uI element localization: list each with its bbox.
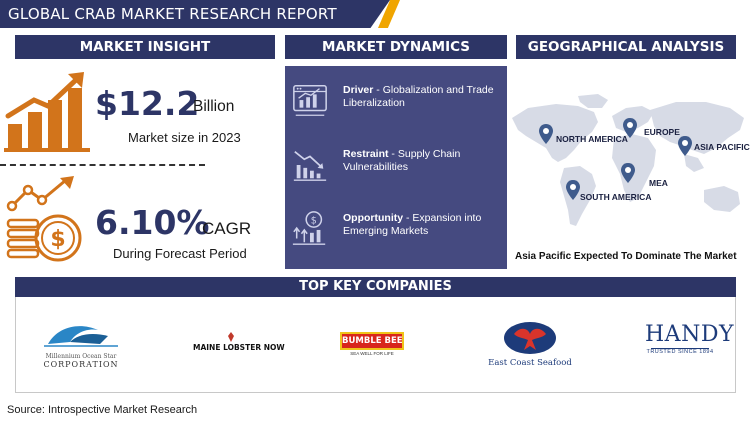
east-coast-text: East Coast Seafood: [488, 358, 572, 368]
svg-text:$: $: [311, 215, 317, 226]
cagr-value: 6.10%: [95, 203, 210, 242]
wave-logo-icon: [44, 326, 118, 347]
companies-box: [15, 297, 736, 393]
region-south-america: SOUTH AMERICA: [580, 192, 652, 202]
market-dynamics-header: MARKET DYNAMICS: [285, 35, 507, 59]
region-mea: MEA: [649, 178, 668, 188]
region-asia-pacific: ASIA PACIFIC: [694, 142, 750, 152]
page-title: GLOBAL CRAB MARKET RESEARCH REPORT: [8, 5, 337, 23]
geographical-analysis-header: GEOGRAPHICAL ANALYSIS: [516, 35, 736, 59]
market-size-unit: Billion: [193, 98, 235, 115]
down-trend-chart-icon: [293, 151, 327, 181]
europe-pin-icon: [623, 118, 637, 138]
cagr-caption: During Forecast Period: [113, 246, 247, 261]
driver-label: Driver: [343, 84, 374, 96]
maine-lobster-text: MAINE LOBSTER NOW: [193, 343, 285, 352]
svg-text:$: $: [50, 227, 65, 252]
lobster-icon: [228, 332, 234, 342]
maine-lobster-now-logo: MAINE LOBSTER NOW: [193, 332, 285, 358]
dynamics-restraint: Restraint - Supply Chain Vulnerabilities: [285, 144, 507, 194]
top-key-companies-header: TOP KEY COMPANIES: [15, 277, 736, 297]
handy-text: HANDY: [645, 322, 734, 347]
browser-chart-icon: [293, 85, 327, 116]
handy-tagline: TRUSTED SINCE 1894: [646, 349, 714, 355]
restraint-label: Restraint: [343, 148, 389, 160]
bumble-bee-text: BUMBLE BEE: [340, 332, 404, 350]
south-america-pin-icon: [566, 180, 580, 200]
title-band: [0, 0, 390, 28]
opportunity-label: Opportunity: [343, 212, 404, 224]
opportunity-text: - Expansion into Emerging Markets: [343, 212, 482, 237]
handy-logo: HANDY TRUSTED SINCE 1894: [645, 322, 734, 366]
region-north-america: NORTH AMERICA: [556, 134, 628, 144]
title-bar: GLOBAL CRAB MARKET RESEARCH REPORT: [0, 0, 750, 28]
insight-divider: [0, 164, 205, 166]
millennium-line2: CORPORATION: [43, 360, 119, 369]
driver-text: - Globalization and Trade Liberalization: [343, 84, 494, 109]
market-size-value: $12.2: [95, 84, 200, 123]
north-america-pin-icon: [539, 124, 553, 144]
world-map-shapes: [512, 94, 744, 226]
millennium-line1: Millennium Ocean Star: [45, 353, 117, 360]
millennium-ocean-star-logo: Millennium Ocean Star CORPORATION: [40, 320, 122, 372]
dynamics-opportunity: $ Opportunity - Expansion into Emerging …: [285, 208, 507, 258]
world-map: [508, 92, 750, 242]
source-note: Source: Introspective Market Research: [7, 404, 198, 416]
restraint-text: - Supply Chain Vulnerabilities: [343, 148, 461, 173]
east-coast-seafood-logo: East Coast Seafood: [488, 320, 572, 372]
growth-bar-chart-icon: [4, 72, 90, 152]
bumble-bee-tagline: SEA WELL FOR LIFE: [350, 351, 394, 356]
bumble-bee-logo: BUMBLE BEE SEA WELL FOR LIFE: [340, 332, 404, 360]
market-insight-header: MARKET INSIGHT: [15, 35, 275, 59]
mea-pin-icon: [621, 163, 635, 183]
market-size-caption: Market size in 2023: [128, 130, 241, 145]
dollar-growth-icon: $: [292, 211, 326, 245]
market-dynamics-panel: Driver - Globalization and Trade Liberal…: [285, 66, 507, 269]
cagr-unit: CAGR: [202, 219, 252, 238]
geo-dominance-note: Asia Pacific Expected To Dominate The Ma…: [515, 251, 737, 262]
dynamics-driver: Driver - Globalization and Trade Liberal…: [285, 80, 507, 130]
lobster-oval-icon: [504, 322, 556, 354]
asia-pacific-pin-icon: [678, 136, 692, 156]
region-europe: EUROPE: [644, 127, 680, 137]
coin-growth-icon: $: [6, 176, 82, 262]
